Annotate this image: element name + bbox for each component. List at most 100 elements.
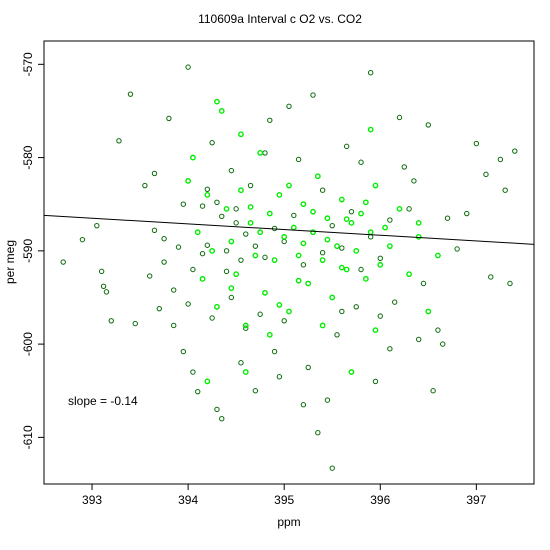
data-point bbox=[60, 259, 66, 265]
data-point bbox=[100, 283, 107, 289]
highlight-data-point bbox=[386, 243, 393, 250]
data-point bbox=[108, 318, 114, 324]
highlight-data-point bbox=[223, 205, 230, 212]
x-tick-label: 397 bbox=[466, 493, 486, 507]
highlight-data-point bbox=[295, 252, 302, 259]
data-point bbox=[223, 248, 230, 254]
highlight-data-point bbox=[362, 199, 369, 206]
highlight-data-point bbox=[262, 289, 268, 296]
data-point bbox=[146, 273, 153, 279]
data-point bbox=[219, 213, 225, 220]
data-point bbox=[199, 203, 206, 209]
data-point bbox=[416, 336, 422, 343]
y-tick-label: -580 bbox=[21, 145, 35, 169]
data-point bbox=[276, 374, 283, 380]
highlight-data-point bbox=[334, 243, 340, 250]
data-point bbox=[387, 217, 393, 223]
highlight-data-point bbox=[382, 224, 388, 231]
highlight-data-point bbox=[329, 294, 336, 301]
x-tick-label: 396 bbox=[370, 493, 390, 507]
data-point bbox=[367, 70, 374, 76]
data-point bbox=[223, 268, 230, 275]
data-point bbox=[175, 244, 182, 250]
highlight-data-point bbox=[281, 233, 288, 240]
data-point bbox=[420, 280, 427, 287]
data-point bbox=[300, 402, 307, 408]
highlight-data-point bbox=[319, 322, 326, 329]
highlight-data-point bbox=[348, 369, 355, 375]
data-point bbox=[252, 388, 259, 394]
data-point bbox=[161, 236, 167, 242]
highlight-data-point bbox=[286, 308, 292, 315]
highlight-data-point bbox=[324, 236, 331, 243]
data-point bbox=[440, 341, 446, 347]
data-point bbox=[180, 348, 187, 355]
data-point bbox=[286, 103, 292, 109]
data-point bbox=[343, 143, 350, 150]
scatter-points bbox=[60, 64, 518, 471]
y-tick-label: -570 bbox=[21, 52, 35, 76]
highlight-data-point bbox=[343, 216, 350, 223]
data-point bbox=[488, 274, 494, 280]
data-point bbox=[209, 315, 215, 321]
highlight-data-point bbox=[204, 191, 211, 198]
highlight-data-point bbox=[435, 252, 441, 259]
highlight-data-point bbox=[266, 331, 273, 338]
data-point bbox=[271, 348, 278, 355]
data-point bbox=[367, 234, 374, 240]
highlight-data-point bbox=[305, 280, 312, 287]
data-point bbox=[377, 255, 383, 262]
data-point bbox=[507, 280, 513, 287]
regression-line bbox=[44, 214, 534, 245]
data-point bbox=[391, 299, 398, 305]
highlight-data-point bbox=[228, 238, 235, 245]
data-point bbox=[339, 308, 345, 315]
highlight-data-point bbox=[367, 229, 374, 236]
data-point bbox=[151, 227, 158, 234]
data-point bbox=[300, 262, 307, 268]
data-point bbox=[228, 294, 235, 301]
chart-title: 110609a Interval c O2 vs. CO2 bbox=[198, 12, 362, 26]
highlight-data-point bbox=[396, 205, 403, 212]
highlight-data-point bbox=[295, 277, 302, 284]
highlight-data-point bbox=[348, 219, 355, 226]
data-point bbox=[334, 332, 340, 338]
data-point bbox=[219, 416, 225, 422]
data-point bbox=[116, 138, 122, 144]
data-point bbox=[281, 318, 287, 324]
data-point bbox=[79, 236, 86, 243]
data-point bbox=[291, 212, 297, 219]
highlight-data-point bbox=[214, 98, 220, 105]
data-point bbox=[348, 208, 355, 215]
x-tick-label: 394 bbox=[178, 493, 198, 507]
data-point bbox=[180, 201, 187, 207]
data-point bbox=[411, 178, 417, 184]
highlight-data-point bbox=[190, 154, 196, 161]
highlight-data-point bbox=[338, 264, 345, 271]
data-point bbox=[497, 156, 504, 163]
highlight-data-point bbox=[247, 204, 254, 210]
highlight-data-point bbox=[276, 191, 283, 198]
highlight-data-point bbox=[233, 271, 240, 278]
highlight-data-point bbox=[310, 208, 316, 215]
data-point bbox=[209, 139, 215, 146]
data-point bbox=[238, 257, 244, 263]
highlight-data-point bbox=[214, 303, 220, 310]
data-point bbox=[228, 167, 235, 174]
highlight-data-point bbox=[324, 215, 331, 222]
highlight-data-point bbox=[367, 126, 374, 133]
highlight-data-point bbox=[276, 302, 283, 308]
data-point bbox=[387, 346, 393, 352]
highlight-data-point bbox=[257, 229, 264, 236]
data-point bbox=[103, 289, 110, 295]
x-tick-label: 395 bbox=[274, 493, 294, 507]
highlight-data-point bbox=[266, 210, 273, 217]
data-point bbox=[199, 250, 206, 257]
y-tick-label: -590 bbox=[21, 239, 35, 263]
highlight-data-point bbox=[300, 240, 307, 247]
data-point bbox=[142, 182, 148, 189]
highlight-data-point bbox=[194, 229, 201, 236]
data-point bbox=[195, 388, 201, 395]
data-point bbox=[94, 222, 100, 229]
data-point bbox=[214, 199, 220, 206]
